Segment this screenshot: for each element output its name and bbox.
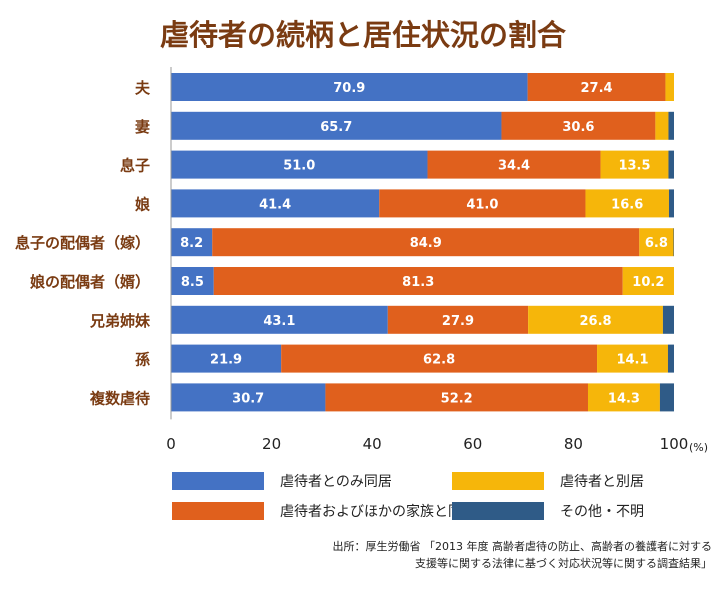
bar-segment	[387, 305, 529, 334]
legend-label: 虐待者とのみ同居	[280, 474, 392, 490]
category-label: 娘の配偶者（婿）	[30, 273, 150, 291]
data-label: 8.5	[181, 275, 204, 290]
data-label: 52.2	[441, 391, 473, 406]
bar-segment	[668, 111, 674, 140]
bar-segment	[668, 150, 674, 179]
legend-swatch	[172, 472, 264, 490]
bar-segment	[673, 228, 674, 257]
category-label: 夫	[135, 79, 151, 97]
bar-segment	[600, 150, 669, 179]
legend-item-with-abuser-and-family: 虐待者およびほかの家族と同居	[172, 500, 476, 522]
bar-segment	[655, 111, 669, 140]
x-tick-label: 0	[166, 435, 176, 453]
data-label: 27.9	[442, 314, 474, 329]
category-label: 妻	[135, 118, 150, 136]
bar-segment	[501, 111, 656, 140]
bar-segment	[667, 344, 674, 373]
bar-segment	[639, 228, 674, 257]
data-label: 10.2	[632, 275, 664, 290]
bar-segment	[213, 267, 623, 295]
source-line: 出所：厚生労働省 「2013 年度 高齢者虐待の防止、高齢者の養護者に対する	[332, 540, 712, 553]
bar-segment	[171, 267, 214, 295]
bar-segment	[668, 189, 674, 218]
source-note: 出所：厚生労働省 「2013 年度 高齢者虐待の防止、高齢者の養護者に対する 支…	[333, 538, 712, 572]
x-tick-label: 40	[363, 435, 382, 453]
bar-segment	[212, 228, 640, 257]
x-tick-label: 80	[564, 435, 583, 453]
chart-title: 虐待者の続柄と居住状況の割合	[159, 18, 566, 52]
data-label: 6.8	[645, 236, 668, 251]
legend-label: その他・不明	[560, 504, 644, 520]
legend-label: 虐待者およびほかの家族と同居	[280, 504, 476, 520]
category-label: 息子	[120, 157, 150, 175]
data-label: 30.7	[232, 391, 264, 406]
data-label: 65.7	[320, 120, 352, 135]
data-label: 13.5	[618, 159, 650, 174]
bar-segment	[171, 228, 213, 257]
category-label: 娘	[135, 195, 151, 213]
bar-segment	[325, 383, 588, 412]
data-label: 62.8	[423, 353, 455, 368]
category-label: 複数虐待	[89, 389, 150, 407]
data-label: 30.6	[562, 120, 594, 135]
data-label: 14.1	[616, 353, 648, 368]
category-label: 孫	[135, 351, 150, 369]
data-label: 81.3	[402, 275, 434, 290]
data-label: 70.9	[333, 81, 365, 96]
data-label: 14.3	[608, 391, 640, 406]
bar-segment	[662, 305, 674, 334]
bar-segment	[171, 111, 502, 140]
data-label: 27.4	[580, 81, 612, 96]
bar-segment	[665, 73, 674, 101]
data-label: 84.9	[410, 236, 442, 251]
bar-segment	[281, 344, 598, 373]
source-line: 支援等に関する法律に基づく対応状況等に関する調査結果」	[415, 557, 712, 570]
bar-segment	[379, 189, 586, 218]
bar-segment	[171, 383, 326, 412]
category-label: 兄弟姉妹	[89, 312, 151, 330]
bar-segment	[171, 189, 380, 218]
data-label: 16.6	[611, 197, 643, 212]
bar-segment	[622, 267, 674, 295]
x-tick-label: 20	[262, 435, 281, 453]
bar-segment	[659, 383, 674, 412]
legend-item-separate: 虐待者と別居	[452, 470, 644, 492]
data-label: 34.4	[498, 159, 530, 174]
legend-item-only-with-abuser: 虐待者とのみ同居	[172, 470, 392, 492]
bar-segment	[171, 73, 528, 101]
legend-swatch	[452, 502, 544, 520]
data-label: 26.8	[579, 314, 611, 329]
bar-segment	[171, 305, 388, 334]
data-label: 41.4	[259, 197, 291, 212]
category-label: 息子の配偶者（嫁）	[15, 234, 150, 252]
legend-swatch	[452, 472, 544, 490]
bar-segment	[527, 73, 666, 101]
bar-segment	[597, 344, 668, 373]
data-label: 43.1	[263, 314, 295, 329]
legend-item-other-unknown: その他・不明	[452, 500, 644, 522]
bar-segment	[427, 150, 601, 179]
x-tick-label: 100	[660, 435, 689, 453]
legend-swatch	[172, 502, 264, 520]
data-label: 41.0	[466, 197, 498, 212]
data-label: 21.9	[210, 353, 242, 368]
data-label: 8.2	[180, 236, 203, 251]
bar-segment	[585, 189, 669, 218]
bar-segment	[171, 344, 282, 373]
legend-label: 虐待者と別居	[560, 474, 644, 490]
x-tick-label: 60	[463, 435, 482, 453]
data-label: 51.0	[283, 159, 315, 174]
bar-segment	[171, 150, 428, 179]
bar-segment	[587, 383, 660, 412]
x-axis-unit: (%)	[689, 441, 708, 454]
bar-segment	[528, 305, 663, 334]
